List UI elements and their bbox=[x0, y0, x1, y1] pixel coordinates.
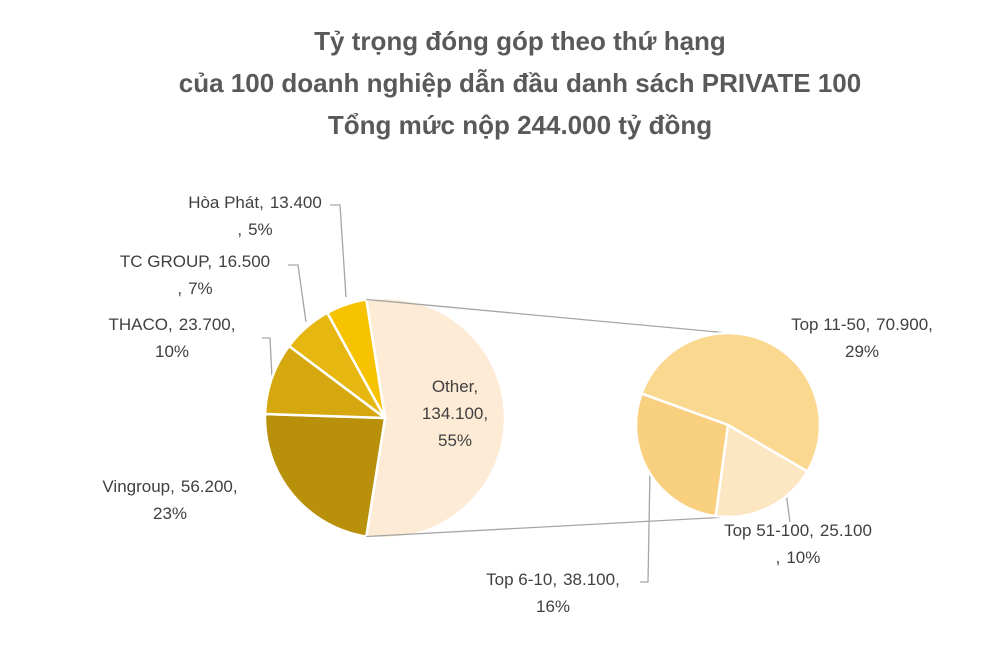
label-part: 29% bbox=[845, 342, 879, 361]
data-label: Hòa Phát, 13.400 bbox=[188, 193, 322, 212]
label-part: TC GROUP bbox=[120, 252, 209, 271]
label-part: 7% bbox=[188, 279, 213, 298]
data-label: THACO, 23.700, bbox=[109, 315, 236, 334]
label-separator: , bbox=[615, 570, 620, 589]
label-separator: , bbox=[552, 570, 557, 589]
pie-slice bbox=[263, 412, 387, 538]
pie-slice bbox=[714, 422, 810, 519]
label-part: 23.700 bbox=[179, 315, 231, 334]
label-separator: , bbox=[207, 252, 212, 271]
label-part: 5% bbox=[248, 220, 273, 239]
label-part: Hòa Phát bbox=[188, 193, 259, 212]
label-separator: , bbox=[865, 315, 870, 334]
label-part: Top 11-50 bbox=[791, 315, 865, 334]
chart-title: Tổng mức nộp 244.000 tỷ đồng bbox=[328, 110, 712, 140]
data-label: Vingroup, 56.200, bbox=[102, 477, 237, 496]
pie-slice bbox=[639, 331, 822, 474]
label-part: Vingroup bbox=[102, 477, 170, 496]
label-separator: , bbox=[473, 377, 478, 396]
data-label: 29% bbox=[845, 342, 879, 361]
label-separator: , bbox=[170, 477, 175, 496]
data-label: 55% bbox=[438, 431, 472, 450]
data-label: Top 11-50, 70.900, bbox=[791, 315, 933, 334]
pie-slice bbox=[325, 298, 387, 419]
label-part: THACO bbox=[109, 315, 169, 334]
label-part: 10% bbox=[155, 342, 189, 361]
label-part: 56.200 bbox=[181, 477, 233, 496]
connector-line bbox=[366, 516, 729, 538]
label-separator: , bbox=[809, 521, 814, 540]
label-separator: , bbox=[168, 315, 173, 334]
label-part: Top 6-10 bbox=[486, 570, 552, 589]
label-separator: , bbox=[237, 220, 242, 239]
chart-title: Tỷ trọng đóng góp theo thứ hạng bbox=[314, 26, 726, 56]
data-label: 16% bbox=[536, 597, 570, 616]
data-label: , 10% bbox=[776, 548, 821, 567]
chart-title: của 100 doanh nghiệp dẫn đầu danh sách P… bbox=[179, 68, 861, 98]
label-part: 13.400 bbox=[270, 193, 322, 212]
label-part: 70.900 bbox=[876, 315, 928, 334]
pie-slice bbox=[263, 344, 389, 420]
data-label: , 5% bbox=[237, 220, 272, 239]
leader-line bbox=[330, 204, 347, 298]
data-label: 10% bbox=[155, 342, 189, 361]
label-part: 25.100 bbox=[820, 521, 872, 540]
label-part: 23% bbox=[153, 504, 187, 523]
leader-line bbox=[640, 469, 651, 583]
label-separator: , bbox=[233, 477, 238, 496]
label-separator: , bbox=[483, 404, 488, 423]
data-label: 134.100, bbox=[422, 404, 488, 423]
label-part: 10% bbox=[786, 548, 820, 567]
data-label: Other, bbox=[432, 377, 478, 396]
label-part: 55% bbox=[438, 431, 472, 450]
label-part: 16.500 bbox=[218, 252, 270, 271]
label-part: Top 51-100 bbox=[724, 521, 809, 540]
connector-line bbox=[366, 298, 729, 334]
data-label: TC GROUP, 16.500 bbox=[120, 252, 270, 271]
label-separator: , bbox=[776, 548, 781, 567]
leader-line bbox=[262, 337, 273, 379]
data-label: Top 51-100, 25.100 bbox=[724, 521, 872, 540]
data-label: Top 6-10, 38.100, bbox=[486, 570, 620, 589]
label-part: 16% bbox=[536, 597, 570, 616]
label-separator: , bbox=[259, 193, 264, 212]
data-label: 23% bbox=[153, 504, 187, 523]
label-part: Other bbox=[432, 377, 475, 396]
data-label: , 7% bbox=[177, 279, 212, 298]
label-separator: , bbox=[928, 315, 933, 334]
pie-slice bbox=[634, 391, 730, 518]
leader-line bbox=[288, 264, 307, 323]
label-separator: , bbox=[177, 279, 182, 298]
label-part: 38.100 bbox=[563, 570, 615, 589]
label-part: 134.100 bbox=[422, 404, 483, 423]
label-separator: , bbox=[231, 315, 236, 334]
